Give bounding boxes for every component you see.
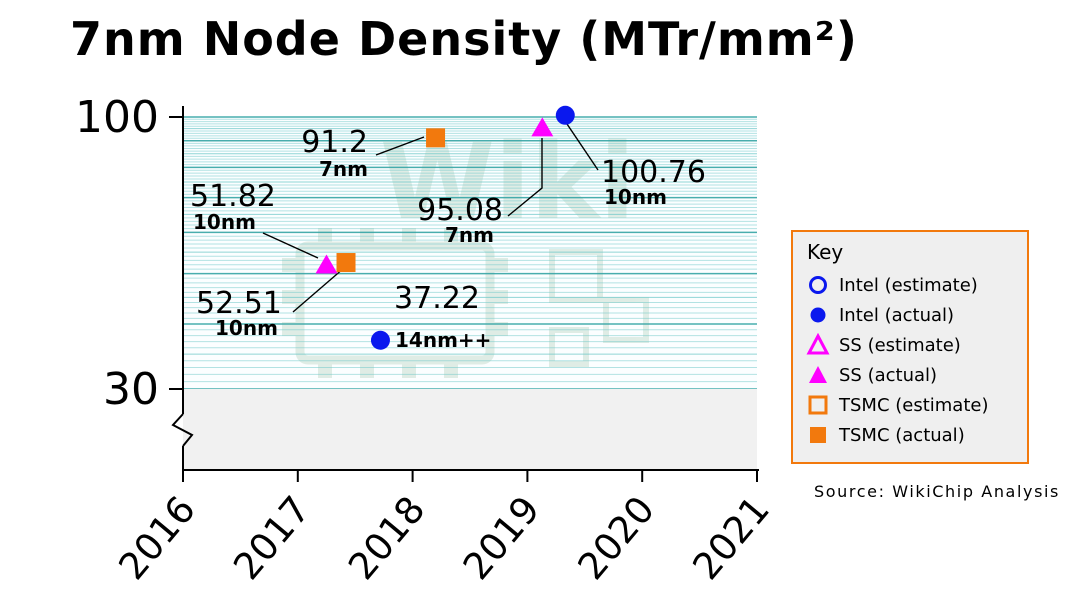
ss-actual-marker	[315, 254, 338, 274]
ss-actual-marker	[531, 117, 554, 137]
legend-item-tsmc-estimate: TSMC (estimate)	[805, 390, 1017, 420]
axes	[171, 106, 759, 471]
annotation-leader	[292, 267, 345, 313]
legend-label: SS (actual)	[839, 364, 938, 386]
legend-item-intel-actual: Intel (actual)	[805, 300, 1017, 330]
annotation-value: 52.51	[196, 286, 282, 321]
legend-items: Intel (estimate) Intel (actual) SS (estima…	[805, 270, 1017, 450]
intel-actual-marker	[555, 105, 575, 125]
annotation-leader	[566, 123, 599, 171]
x-tick-label: 2017	[225, 488, 318, 588]
axis-break-region	[183, 389, 757, 470]
annotation-node: 10nm	[604, 185, 667, 209]
y-tick-label: 100	[75, 92, 159, 143]
annotation-value: 100.76	[601, 155, 706, 190]
annotation-node: 14nm++	[395, 328, 491, 352]
x-tick-label: 2021	[684, 488, 777, 588]
legend-label: Intel (actual)	[839, 304, 955, 326]
annotation-node: 10nm	[193, 210, 256, 234]
annotation-node: 7nm	[319, 157, 368, 181]
legend-label: SS (estimate)	[839, 334, 961, 356]
legend-label: TSMC (actual)	[839, 424, 965, 446]
x-tick-label: 2019	[455, 488, 548, 588]
annotation-leader	[262, 232, 319, 259]
annotation-node: 10nm	[215, 316, 278, 340]
square-open-marker-icon	[808, 395, 828, 415]
x-tick-label: 2016	[110, 488, 203, 588]
x-tick-label: 2020	[570, 488, 663, 588]
tsmc-actual-marker	[336, 253, 356, 273]
annotation-value: 95.08	[417, 193, 503, 228]
annotation-leader	[507, 138, 543, 217]
annotation-value: 51.82	[190, 179, 276, 214]
legend-item-intel-estimate: Intel (estimate)	[805, 270, 1017, 300]
legend-label: TSMC (estimate)	[839, 394, 989, 416]
circle-filled-marker-icon	[810, 307, 826, 323]
legend: Key Intel (estimate) Intel (actual) SS (es…	[791, 230, 1029, 464]
gridlines	[183, 116, 757, 389]
annotation-node: 7nm	[445, 223, 494, 247]
axis-break-zigzag	[171, 413, 194, 447]
legend-label: Intel (estimate)	[839, 274, 978, 296]
chart-title: 7nm Node Density (MTr/mm²)	[70, 12, 858, 66]
legend-item-tsmc-actual: TSMC (actual)	[805, 420, 1017, 450]
x-tick-label: 2018	[340, 488, 433, 588]
circle-open-marker-icon	[809, 276, 827, 294]
legend-item-ss-actual: SS (actual)	[805, 360, 1017, 390]
y-tick-label: 30	[103, 364, 159, 415]
triangle-open-marker-icon	[806, 333, 830, 355]
intel-actual-marker	[370, 330, 390, 350]
legend-title: Key	[807, 240, 844, 264]
annotation-value: 37.22	[394, 281, 480, 316]
annotation-value: 91.2	[301, 125, 368, 160]
square-filled-marker-icon	[810, 427, 826, 443]
tsmc-actual-marker	[426, 128, 446, 148]
legend-item-ss-estimate: SS (estimate)	[805, 330, 1017, 360]
triangle-filled-marker-icon	[809, 366, 827, 383]
annotation-leader	[375, 136, 425, 156]
source-note: Source: WikiChip Analysis	[814, 482, 1060, 501]
